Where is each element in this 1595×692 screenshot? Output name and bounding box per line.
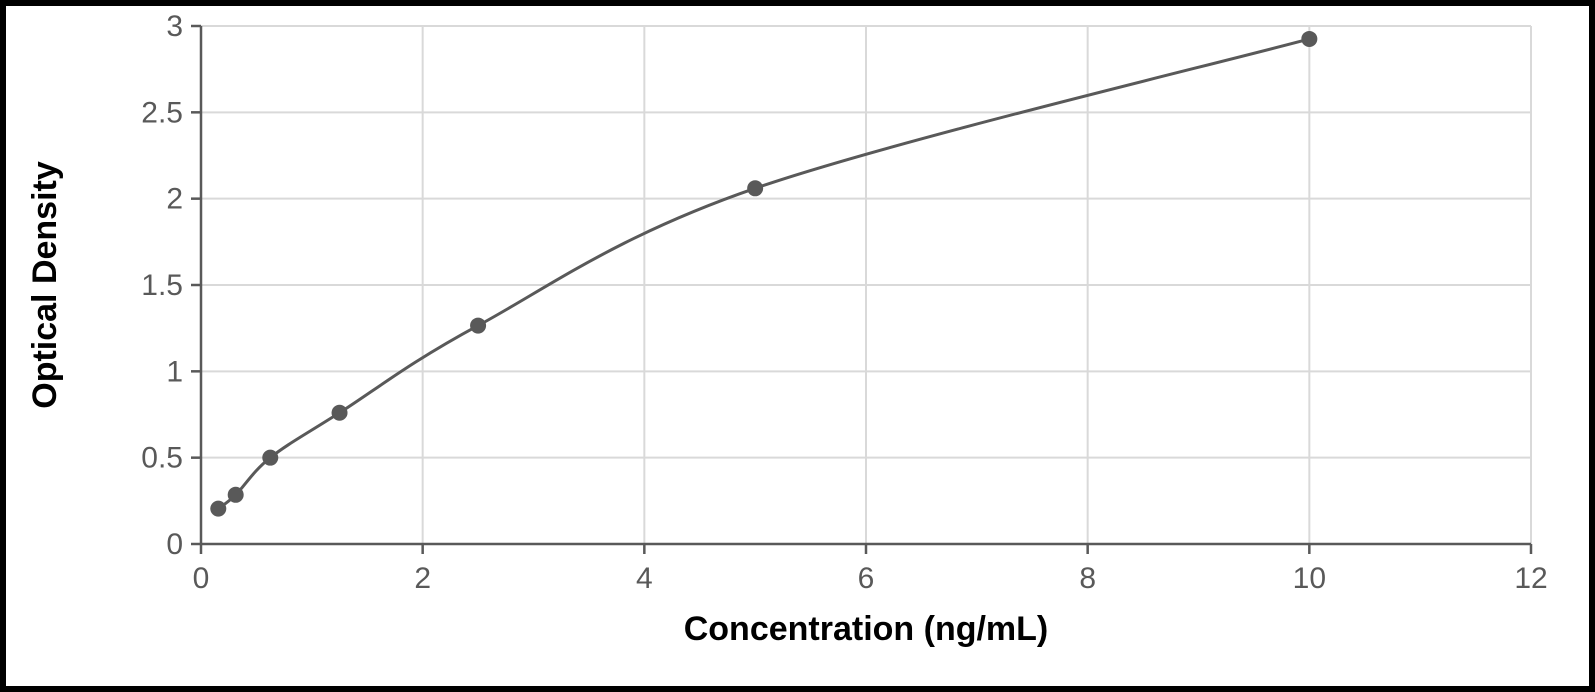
chart-svg: 0 2 4 6 8 10 12 0 0.5 1 1.5 2 2.5 3 Concentration (ng/…	[6, 6, 1589, 686]
y-tick-label: 2	[166, 183, 183, 216]
data-point	[747, 180, 763, 196]
x-tick-label: 2	[414, 562, 431, 595]
x-tick-label: 12	[1514, 562, 1547, 595]
x-tick-label: 0	[193, 562, 210, 595]
y-axis-label: Optical Density	[26, 161, 64, 409]
y-tick-label: 1	[166, 355, 183, 388]
y-tick-label: 0	[166, 528, 183, 561]
y-tick-label: 2.5	[141, 96, 183, 129]
x-tick-label: 6	[858, 562, 875, 595]
data-point	[1301, 31, 1317, 47]
y-tick-label: 0.5	[141, 442, 183, 475]
data-point	[210, 501, 226, 517]
x-tick-label: 4	[636, 562, 653, 595]
data-point	[332, 405, 348, 421]
y-tick-label: 3	[166, 10, 183, 43]
chart-frame: 0 2 4 6 8 10 12 0 0.5 1 1.5 2 2.5 3 Concentration (ng/…	[0, 0, 1595, 692]
x-tick-label: 8	[1079, 562, 1096, 595]
data-point	[470, 318, 486, 334]
y-tick-label: 1.5	[141, 269, 183, 302]
data-point	[262, 450, 278, 466]
data-point	[228, 487, 244, 503]
x-tick-label: 10	[1293, 562, 1326, 595]
x-axis-label: Concentration (ng/mL)	[684, 610, 1049, 648]
